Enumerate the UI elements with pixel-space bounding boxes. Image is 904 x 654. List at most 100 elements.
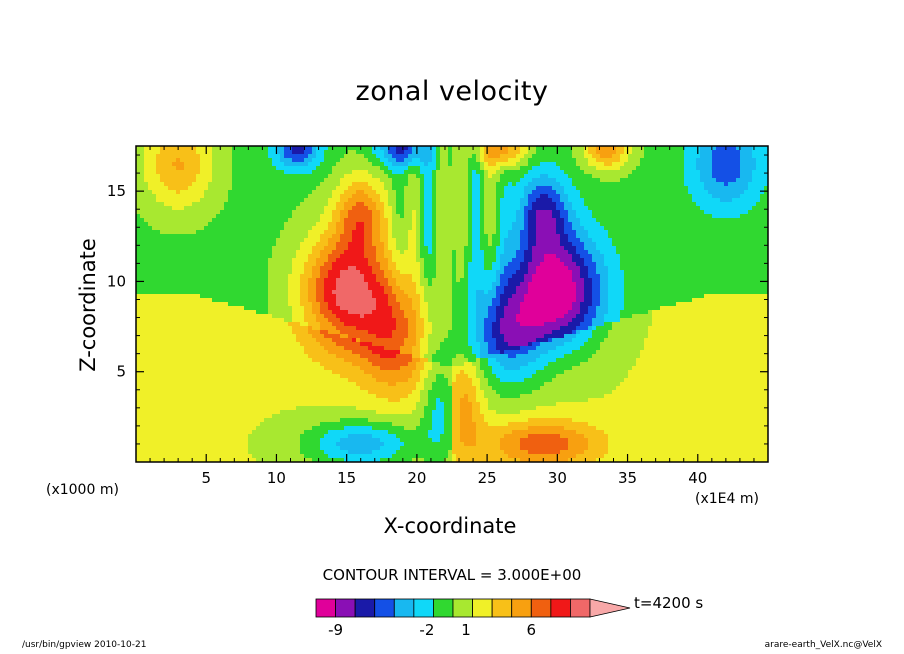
heatmap-cell [548,162,553,167]
heatmap-cell [320,242,325,247]
heatmap-cell [408,178,413,183]
heatmap-cell [600,210,605,215]
heatmap-cell [372,174,377,179]
heatmap-cell [188,202,193,207]
heatmap-cell [136,258,141,263]
heatmap-cell [576,190,581,195]
heatmap-cell [432,230,437,235]
heatmap-cell [548,154,553,159]
heatmap-cell [212,178,217,183]
heatmap-cell [312,162,317,167]
heatmap-cell [540,150,545,155]
heatmap-cell [272,270,277,275]
heatmap-cell [752,254,757,259]
heatmap-cell [192,246,197,251]
heatmap-cell [288,262,293,267]
heatmap-cell [468,222,473,227]
heatmap-cell [412,150,417,155]
heatmap-cell [440,182,445,187]
heatmap-cell [208,162,213,167]
heatmap-cell [568,226,573,231]
heatmap-cell [356,154,361,159]
heatmap-cell [576,178,581,183]
heatmap-cell [764,178,768,183]
heatmap-cell [252,230,257,235]
heatmap-cell [508,150,513,155]
heatmap-cell [216,174,221,179]
heatmap-cell [712,246,717,251]
heatmap-cell [280,206,285,211]
heatmap-cell [312,270,317,275]
heatmap-cell [572,218,577,223]
heatmap-cell [564,230,569,235]
heatmap-cell [656,202,661,207]
heatmap-cell [692,222,697,227]
heatmap-cell [252,190,257,195]
heatmap-cell [336,270,341,275]
heatmap-cell [368,174,373,179]
heatmap-cell [228,218,233,223]
heatmap-cell [756,198,761,203]
heatmap-cell [652,194,657,199]
heatmap-cell [396,166,401,171]
heatmap-cell [580,226,585,231]
heatmap-cell [192,242,197,247]
heatmap-cell [296,206,301,211]
heatmap-cell [592,190,597,195]
heatmap-cell [572,262,577,267]
heatmap-cell [660,226,665,231]
heatmap-cell [708,202,713,207]
heatmap-cell [452,202,457,207]
heatmap-cell [632,202,637,207]
heatmap-cell [440,190,445,195]
heatmap-cell [260,190,265,195]
heatmap-cell [388,214,393,219]
heatmap-cell [396,154,401,159]
heatmap-cell [692,194,697,199]
heatmap-cell [716,234,721,239]
heatmap-cell [268,254,273,259]
heatmap-cell [512,234,517,239]
heatmap-cell [336,170,341,175]
heatmap-cell [516,266,521,271]
heatmap-cell [684,166,689,171]
heatmap-cell [436,222,441,227]
heatmap-cell [668,158,673,163]
heatmap-cell [164,162,169,167]
heatmap-cell [144,242,149,247]
heatmap-cell [624,206,629,211]
heatmap-cell [176,150,181,155]
heatmap-cell [300,270,305,275]
heatmap-cell [156,214,161,219]
heatmap-cell [696,154,701,159]
heatmap-cell [176,170,181,175]
heatmap-cell [248,202,253,207]
heatmap-cell [300,246,305,251]
heatmap-cell [316,150,321,155]
heatmap-cell [184,250,189,255]
heatmap-cell [592,234,597,239]
heatmap-cell [276,206,281,211]
heatmap-cell [300,174,305,179]
heatmap-cell [576,174,581,179]
heatmap-cell [176,202,181,207]
heatmap-cell [200,146,205,151]
heatmap-cell [160,222,165,227]
heatmap-cell [428,262,433,267]
heatmap-cell [468,262,473,267]
heatmap-cell [172,198,177,203]
heatmap-cell [400,242,405,247]
heatmap-cell [468,178,473,183]
heatmap-cell [680,210,685,215]
heatmap-cell [368,198,373,203]
heatmap-cell [216,238,221,243]
heatmap-cell [360,258,365,263]
heatmap-cell [304,214,309,219]
heatmap-cell [408,150,413,155]
heatmap-cell [712,226,717,231]
heatmap-cell [428,178,433,183]
heatmap-cell [232,218,237,223]
heatmap-cell [544,158,549,163]
heatmap-cell [236,234,241,239]
heatmap-cell [272,254,277,259]
